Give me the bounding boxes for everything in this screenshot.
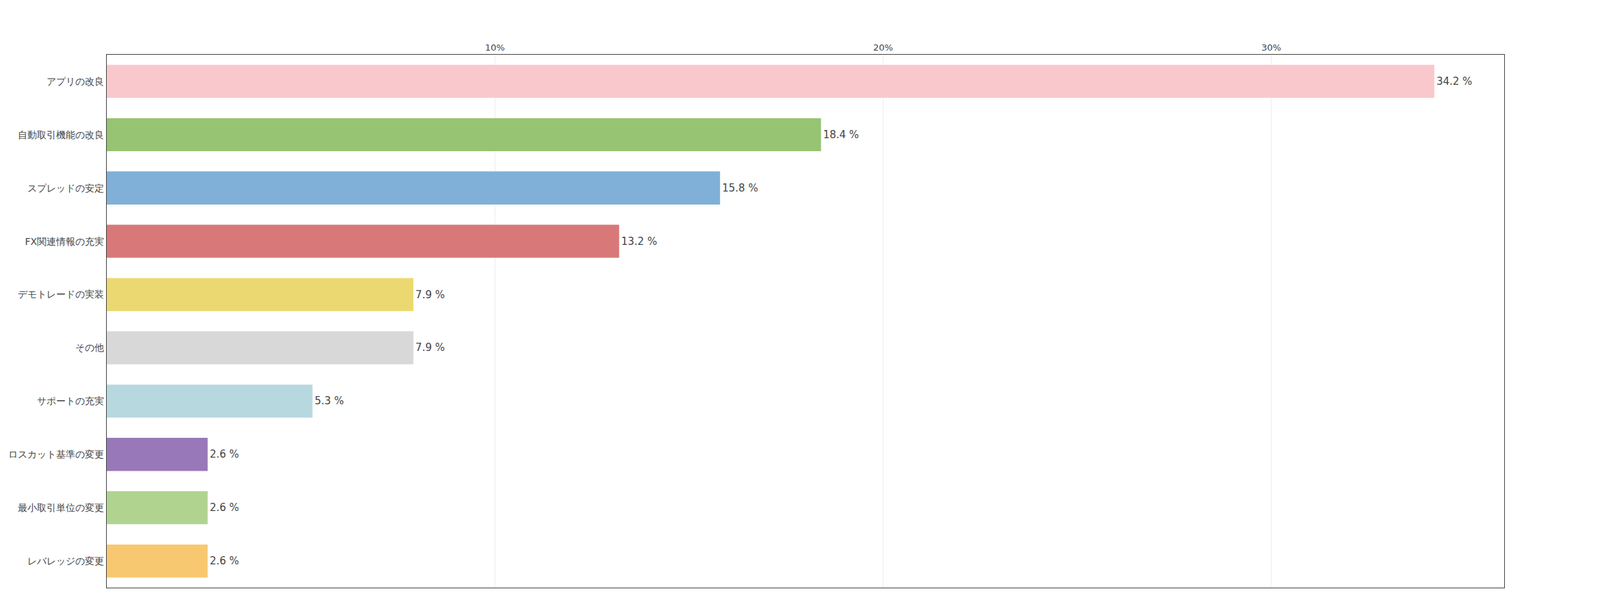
svg-text:その他: その他	[75, 342, 105, 354]
svg-text:2.6 %: 2.6 %	[209, 501, 239, 514]
svg-text:20%: 20%	[873, 42, 894, 53]
svg-text:30%: 30%	[1261, 42, 1282, 53]
svg-text:34.2 %: 34.2 %	[1436, 75, 1473, 88]
svg-text:アプリの改良: アプリの改良	[46, 75, 105, 87]
svg-text:2.6 %: 2.6 %	[209, 555, 239, 568]
svg-text:7.9 %: 7.9 %	[415, 341, 445, 354]
svg-text:スプレッドの安定: スプレッドの安定	[27, 182, 105, 194]
svg-text:サポートの充実: サポートの充実	[36, 395, 105, 407]
svg-text:10%: 10%	[485, 42, 506, 53]
svg-text:5.3 %: 5.3 %	[314, 394, 345, 408]
svg-text:2.6 %: 2.6 %	[209, 448, 239, 461]
svg-text:レバレッジの変更: レバレッジの変更	[27, 555, 105, 567]
svg-text:FX関連情報の充実: FX関連情報の充実	[25, 236, 105, 248]
svg-text:デモトレードの実装: デモトレードの実装	[17, 288, 105, 300]
svg-text:ロスカット基準の変更: ロスカット基準の変更	[8, 448, 105, 460]
svg-text:13.2 %: 13.2 %	[621, 235, 657, 248]
svg-text:最小取引単位の変更: 最小取引単位の変更	[17, 502, 105, 514]
svg-text:7.9 %: 7.9 %	[415, 288, 445, 302]
svg-text:18.4 %: 18.4 %	[823, 128, 859, 141]
svg-text:自動取引機能の改良: 自動取引機能の改良	[17, 129, 105, 141]
svg-text:15.8 %: 15.8 %	[721, 182, 758, 195]
